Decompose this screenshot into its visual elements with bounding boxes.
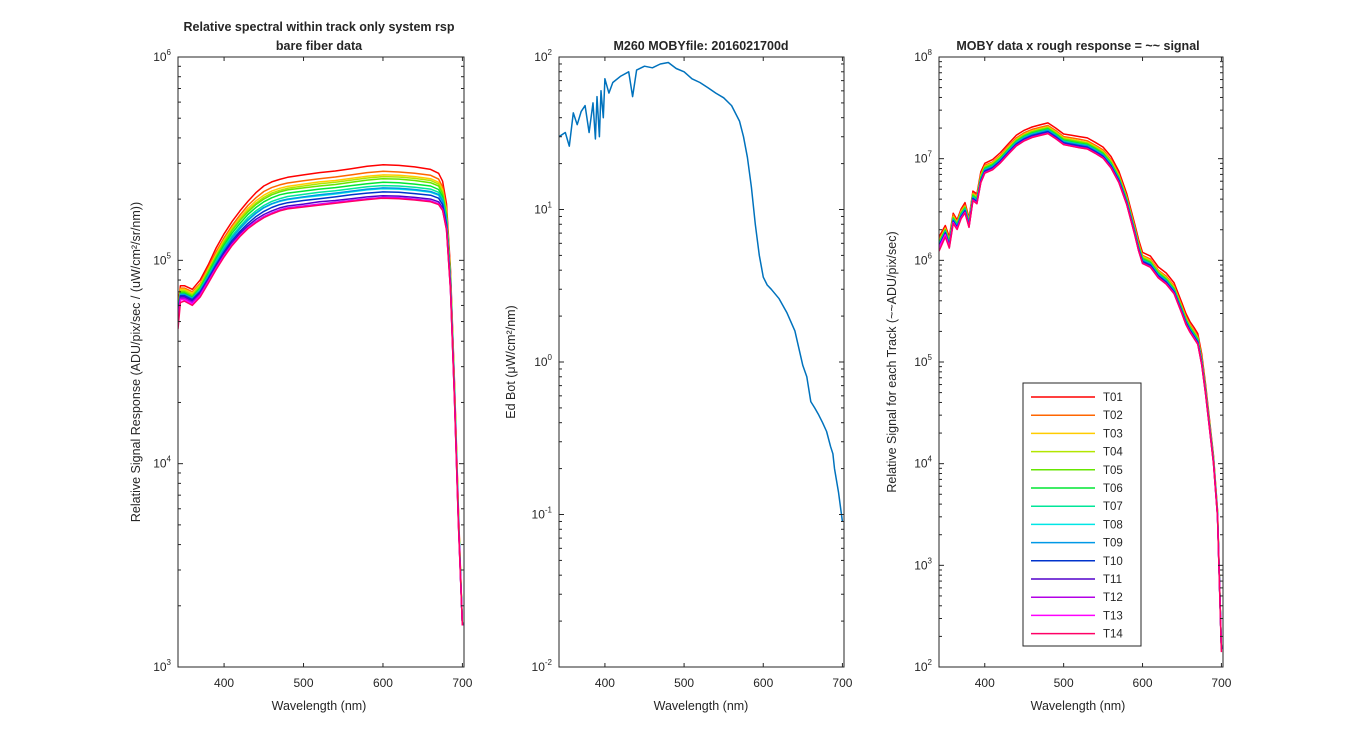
y-tick-label: 101 [534, 201, 552, 217]
series-line-t05 [178, 177, 464, 626]
x-tick-label: 700 [832, 676, 852, 690]
panel-signal-per-track: MOBY data x rough response = ~~ signal 4… [885, 39, 1232, 713]
panel-1-title: Relative spectral within track only syst… [184, 20, 455, 34]
y-tick-label: 104 [153, 455, 171, 471]
series-line-t14 [939, 132, 1223, 653]
x-tick-label: 700 [1211, 676, 1231, 690]
panel-3-plot-area: 400 500 600 700102103104105106107108T01T02T… [914, 48, 1232, 690]
series-line-t09 [178, 187, 464, 626]
panel-1-y-axis-label: Relative Signal Response (ADU/pix/sec / … [129, 202, 143, 522]
legend-label-t10: T10 [1103, 556, 1123, 568]
legend-label-t05: T05 [1103, 465, 1123, 477]
y-tick-label: 105 [153, 251, 171, 267]
series-line-t14 [178, 197, 464, 626]
legend-label-t08: T08 [1103, 519, 1123, 531]
x-tick-label: 400 [214, 676, 234, 690]
x-tick-label: 400 [975, 676, 995, 690]
y-tick-label: 103 [914, 556, 932, 572]
y-tick-label: 10-1 [532, 506, 553, 522]
legend-label-t13: T13 [1103, 610, 1123, 622]
series-group [178, 164, 464, 626]
x-tick-label: 700 [452, 676, 472, 690]
x-tick-label: 500 [1054, 676, 1074, 690]
legend-label-t12: T12 [1103, 592, 1123, 604]
panel-moby-ed-bot: M260 MOBYfile: 2016021700d 400 500 600 700 1… [504, 39, 853, 713]
y-tick-label: 103 [153, 658, 171, 674]
panel-1-subtitle: bare fiber data [276, 39, 363, 53]
legend-label-t03: T03 [1103, 428, 1123, 440]
legend-label-t01: T01 [1103, 392, 1123, 404]
x-tick-label: 500 [674, 676, 694, 690]
panel-1-plot-area: 400 500 600 700 103 104 105 106 [153, 48, 473, 690]
axes-box [177, 56, 465, 668]
y-tick-label: 102 [914, 658, 932, 674]
panel-3-x-axis-label: Wavelength (nm) [1031, 699, 1126, 713]
legend-label-t07: T07 [1103, 501, 1123, 513]
y-tick-label: 104 [914, 455, 932, 471]
legend-label-t09: T09 [1103, 538, 1123, 550]
series-line-t02 [178, 170, 464, 626]
series-group [559, 61, 844, 522]
y-tick-label: 102 [534, 48, 552, 64]
x-tick-label: 400 [595, 676, 615, 690]
y-tick-label: 106 [153, 48, 171, 64]
series-line-t01 [178, 164, 464, 626]
x-tick-label: 600 [1133, 676, 1153, 690]
legend-label-t04: T04 [1103, 447, 1123, 459]
y-tick-label: 106 [914, 251, 932, 267]
x-tick-label: 600 [373, 676, 393, 690]
legend-label-t06: T06 [1103, 483, 1123, 495]
y-tick-label: 100 [534, 353, 552, 369]
x-tick-label: 500 [294, 676, 314, 690]
legend-label-t14: T14 [1103, 629, 1123, 641]
y-tick-label: 108 [914, 48, 932, 64]
y-tick-label: 105 [914, 353, 932, 369]
y-tick-label: 10-2 [532, 658, 553, 674]
panel-3-title: MOBY data x rough response = ~~ signal [956, 39, 1199, 53]
panel-2-plot-area: 400 500 600 700 10-2 10-1 100 101 102 [532, 48, 853, 690]
legend-label-t02: T02 [1103, 410, 1123, 422]
panel-3-y-axis-label: Relative Signal for each Track (~~ADU/pi… [885, 231, 899, 492]
series-group [939, 122, 1223, 653]
x-tick-label: 600 [753, 676, 773, 690]
legend: T01 T02 T03 T04 T05 T06 T07 T08 T09 T10 T11 T12 T13 T… [1022, 382, 1142, 647]
series-line-t06 [178, 181, 464, 626]
panel-1-x-axis-label: Wavelength (nm) [272, 699, 367, 713]
panel-relative-spectral-response: Relative spectral within track only syst… [129, 20, 473, 713]
legend-label-t11: T11 [1103, 574, 1122, 586]
y-tick-label: 107 [914, 150, 932, 166]
series-line-ed-bot [559, 61, 844, 522]
legend-box [1022, 382, 1142, 647]
panel-2-y-axis-label: Ed Bot (μW/cm²/nm) [504, 305, 518, 418]
panel-2-x-axis-label: Wavelength (nm) [654, 699, 749, 713]
panel-2-title: M260 MOBYfile: 2016021700d [613, 39, 788, 53]
